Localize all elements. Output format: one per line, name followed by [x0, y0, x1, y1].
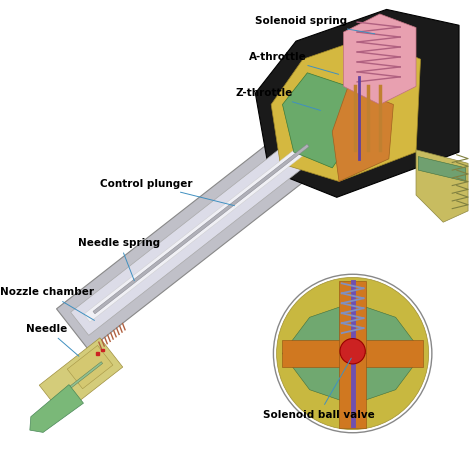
Polygon shape [283, 73, 357, 168]
Circle shape [273, 274, 432, 433]
Polygon shape [71, 123, 331, 335]
Text: Control plunger: Control plunger [100, 179, 235, 206]
Polygon shape [39, 338, 123, 414]
Polygon shape [363, 306, 423, 401]
Polygon shape [93, 144, 309, 314]
Polygon shape [332, 87, 393, 181]
Bar [339, 281, 366, 354]
Polygon shape [55, 362, 103, 400]
Text: A-throttle: A-throttle [249, 52, 338, 74]
Polygon shape [416, 150, 468, 222]
Polygon shape [271, 37, 420, 181]
Text: Z-throttle: Z-throttle [236, 88, 320, 110]
Text: Needle spring: Needle spring [78, 238, 161, 281]
Bar [96, 352, 99, 355]
Polygon shape [67, 345, 113, 389]
Circle shape [340, 338, 365, 364]
Circle shape [277, 278, 428, 430]
Text: Needle: Needle [27, 324, 79, 356]
Polygon shape [255, 10, 459, 197]
Polygon shape [30, 385, 83, 432]
Bar [339, 354, 366, 428]
Text: Solenoid spring: Solenoid spring [255, 16, 375, 34]
Polygon shape [344, 14, 416, 104]
Text: Nozzle chamber: Nozzle chamber [0, 287, 94, 321]
Bar [283, 340, 423, 367]
Polygon shape [283, 306, 343, 401]
Bar [101, 349, 104, 351]
Polygon shape [84, 136, 318, 322]
Text: Solenoid ball valve: Solenoid ball valve [263, 358, 374, 420]
Polygon shape [418, 157, 466, 181]
Polygon shape [56, 108, 346, 350]
